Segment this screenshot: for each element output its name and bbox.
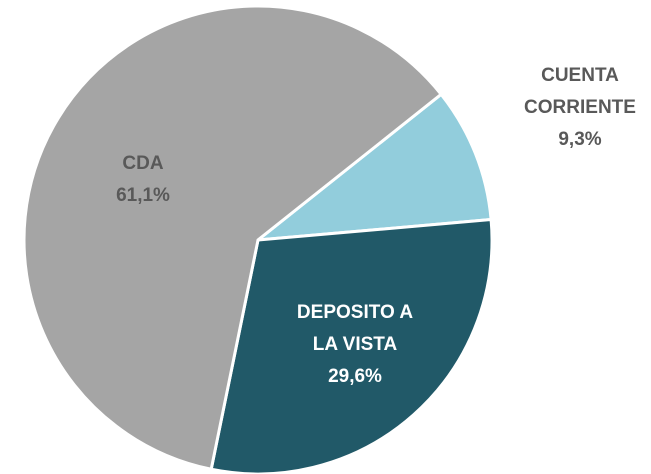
value-label: 29,6% <box>328 366 382 387</box>
pie-slice <box>22 4 444 472</box>
value-label: 9,3% <box>558 129 602 150</box>
slice-label: CDA 61,1% <box>73 148 213 212</box>
pie-slice <box>253 92 493 242</box>
slice-label: CUENTA CORRIENTE 9,3% <box>510 60 650 156</box>
slice-label: DEPOSITO A LA VISTA 29,6% <box>285 297 425 393</box>
category-label: CUENTA CORRIENTE <box>524 65 636 118</box>
category-label: CDA <box>122 153 164 174</box>
category-label: DEPOSITO A LA VISTA <box>296 302 414 355</box>
value-label: 61,1% <box>116 185 170 206</box>
